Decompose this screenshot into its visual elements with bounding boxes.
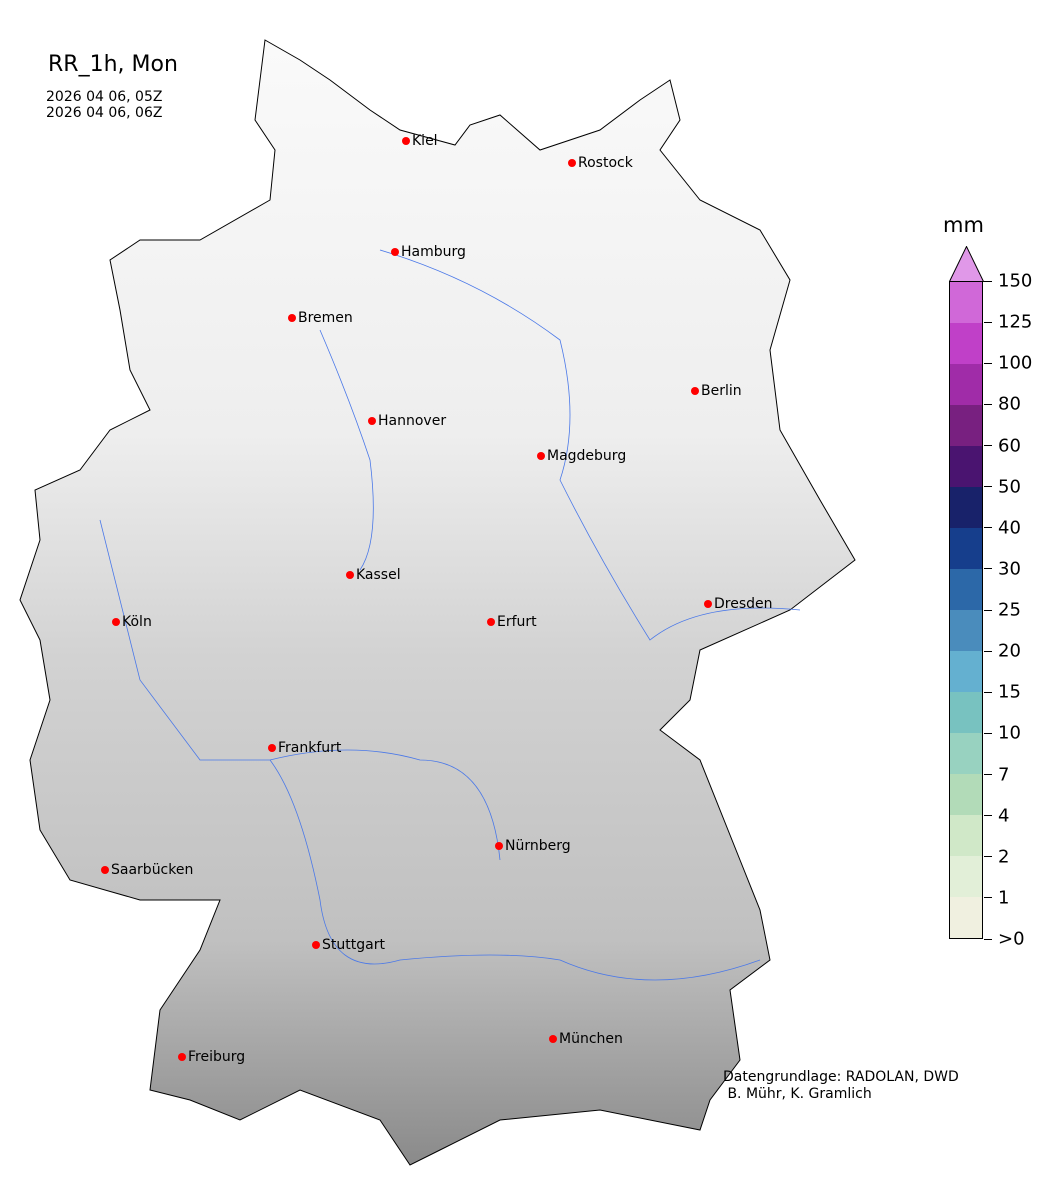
colorbar-segment bbox=[950, 446, 982, 487]
colorbar-tick-label: 125 bbox=[998, 311, 1033, 333]
colorbar bbox=[949, 281, 983, 939]
germany-outline bbox=[19, 39, 856, 1166]
colorbar-tick-label: 15 bbox=[998, 681, 1021, 703]
colorbar-tick bbox=[984, 568, 992, 570]
city-marker: Rostock bbox=[568, 155, 633, 171]
colorbar-segment bbox=[950, 897, 982, 938]
colorbar-segment bbox=[950, 774, 982, 815]
colorbar-tick-label: 1 bbox=[998, 887, 1010, 909]
colorbar-segment bbox=[950, 528, 982, 569]
colorbar-tick-label: 10 bbox=[998, 722, 1021, 744]
colorbar-segment bbox=[950, 323, 982, 364]
city-marker: Erfurt bbox=[487, 614, 537, 630]
colorbar-tick bbox=[984, 732, 992, 734]
colorbar-segment bbox=[950, 487, 982, 528]
city-marker: Freiburg bbox=[178, 1049, 245, 1065]
colorbar-tick-label: 30 bbox=[998, 558, 1021, 580]
colorbar-segment bbox=[950, 610, 982, 651]
colorbar-tick bbox=[984, 815, 992, 817]
city-marker: Nürnberg bbox=[495, 838, 571, 854]
colorbar-tick bbox=[984, 280, 992, 282]
colorbar-tick bbox=[984, 609, 992, 611]
colorbar-tick bbox=[984, 856, 992, 858]
city-marker: Berlin bbox=[691, 383, 742, 399]
colorbar-tick-label: 25 bbox=[998, 599, 1021, 621]
city-marker: Hamburg bbox=[391, 244, 466, 260]
rivers bbox=[99, 249, 801, 981]
city-marker: Saarbücken bbox=[101, 862, 193, 878]
credit-text: Datengrundlage: RADOLAN, DWD B. Mühr, K.… bbox=[723, 1069, 959, 1102]
colorbar-tick bbox=[984, 938, 992, 940]
colorbar-tick-label: >0 bbox=[998, 928, 1025, 950]
colorbar-tick-label: 60 bbox=[998, 435, 1021, 456]
colorbar-segment bbox=[950, 651, 982, 692]
colorbar-tick-label: 80 bbox=[998, 393, 1021, 415]
colorbar-segment bbox=[950, 815, 982, 856]
colorbar-tick bbox=[984, 403, 992, 405]
colorbar-tick bbox=[984, 362, 992, 364]
colorbar-tick bbox=[984, 486, 992, 488]
map-title: RR_1h, Mon bbox=[48, 52, 178, 77]
colorbar-unit: mm bbox=[943, 213, 984, 237]
colorbar-segment bbox=[950, 405, 982, 446]
city-marker: Magdeburg bbox=[537, 448, 626, 464]
time-end: 2026 04 06, 06Z bbox=[46, 105, 163, 121]
colorbar-segment bbox=[950, 692, 982, 733]
city-marker: Kassel bbox=[346, 567, 401, 583]
city-marker: Köln bbox=[112, 614, 152, 630]
time-start: 2026 04 06, 05Z bbox=[46, 89, 163, 105]
colorbar-tick-label: 7 bbox=[998, 764, 1010, 785]
colorbar-tick-label: 150 bbox=[998, 270, 1033, 292]
city-marker: Hannover bbox=[368, 413, 446, 429]
colorbar-segment bbox=[950, 856, 982, 897]
city-marker: Bremen bbox=[288, 310, 353, 326]
colorbar-tick-label: 20 bbox=[998, 640, 1021, 662]
colorbar-tick-label: 4 bbox=[998, 805, 1010, 827]
colorbar-tick bbox=[984, 897, 992, 899]
city-marker: Frankfurt bbox=[268, 740, 341, 756]
city-marker: Dresden bbox=[704, 596, 773, 612]
colorbar-segment bbox=[950, 364, 982, 405]
colorbar-tick bbox=[984, 650, 992, 652]
colorbar-tick bbox=[984, 527, 992, 529]
colorbar-tick bbox=[984, 445, 992, 446]
city-marker: München bbox=[549, 1031, 623, 1047]
colorbar-segment bbox=[950, 733, 982, 774]
colorbar-tick-label: 2 bbox=[998, 846, 1010, 868]
colorbar-segment bbox=[950, 282, 982, 323]
city-marker: Stuttgart bbox=[312, 937, 385, 953]
colorbar-segment bbox=[950, 569, 982, 610]
colorbar-tick-label: 50 bbox=[998, 476, 1021, 498]
colorbar-tick-label: 40 bbox=[998, 517, 1021, 539]
city-marker: Kiel bbox=[402, 133, 438, 149]
colorbar-tick-label: 100 bbox=[998, 352, 1033, 374]
colorbar-extend-arrow bbox=[949, 246, 985, 282]
colorbar-tick bbox=[984, 321, 992, 323]
colorbar-tick bbox=[984, 691, 992, 693]
colorbar-tick bbox=[984, 774, 992, 775]
